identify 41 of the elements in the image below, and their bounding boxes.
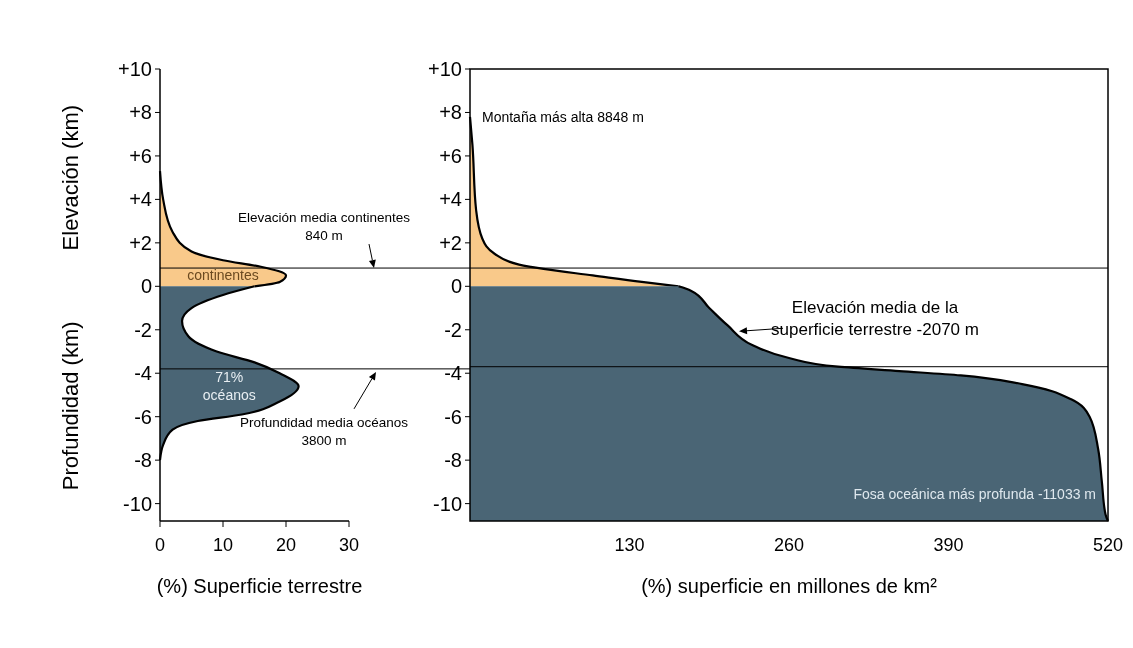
y-tick-label: -8 — [134, 449, 152, 472]
x-tick-label: 520 — [1092, 535, 1124, 555]
y-tick-label: +8 — [129, 101, 152, 124]
x-tick-label: 30 — [338, 535, 360, 555]
y-tick-label: +8 — [439, 101, 462, 124]
y-tick-label: +4 — [129, 188, 152, 211]
x-axis-title: (%) superficie en millones de km² — [641, 575, 938, 597]
y-tick-label: +2 — [129, 231, 152, 254]
annotation: Fosa oceánica más profunda -11033 m — [853, 486, 1096, 502]
y-tick-label: +2 — [439, 231, 462, 254]
y-tick-label: -8 — [444, 449, 462, 472]
y-tick-label: -2 — [444, 318, 462, 341]
y-tick-label: -4 — [134, 362, 152, 385]
annotation: Montaña más alta 8848 m — [482, 108, 644, 125]
y-tick-label: +4 — [439, 188, 462, 211]
y-tick-label: -6 — [444, 405, 462, 428]
x-tick-label: 390 — [933, 535, 964, 555]
x-tick-label: 10 — [212, 535, 234, 555]
y-tick-label: 0 — [140, 275, 152, 298]
y-tick-label: -10 — [433, 492, 462, 515]
y-tick-label: +10 — [428, 58, 462, 80]
x-tick-label: 0 — [154, 535, 166, 555]
text: Profundidad (km) — [58, 321, 83, 491]
y-tick-label: +10 — [118, 58, 152, 80]
y-tick-label: +6 — [129, 144, 152, 167]
series-label: continentes — [187, 267, 259, 284]
y-tick-label: 0 — [450, 275, 462, 298]
x-tick-label: 20 — [275, 535, 297, 555]
x-axis-title: (%) Superficie terrestre — [156, 575, 363, 597]
y-tick-label: +6 — [439, 144, 462, 167]
legend-label: Profundidad media océanos 3800 m — [239, 414, 409, 448]
x-tick-label: 260 — [773, 535, 805, 555]
y-tick-label: -6 — [134, 405, 152, 428]
y-tick-label: -10 — [123, 492, 152, 515]
ref-line-label: Elevación media continentes 840 m — [238, 210, 411, 244]
annotation: Elevación media de la superficie terrestre -2070 m — [771, 298, 979, 340]
y-tick-label: -2 — [134, 318, 152, 341]
x-tick-label: 130 — [614, 535, 645, 555]
y-axis-title: Elevación (km) — [58, 104, 83, 251]
series-label: 71% océanos — [202, 369, 256, 404]
y-tick-label: -4 — [444, 362, 462, 385]
